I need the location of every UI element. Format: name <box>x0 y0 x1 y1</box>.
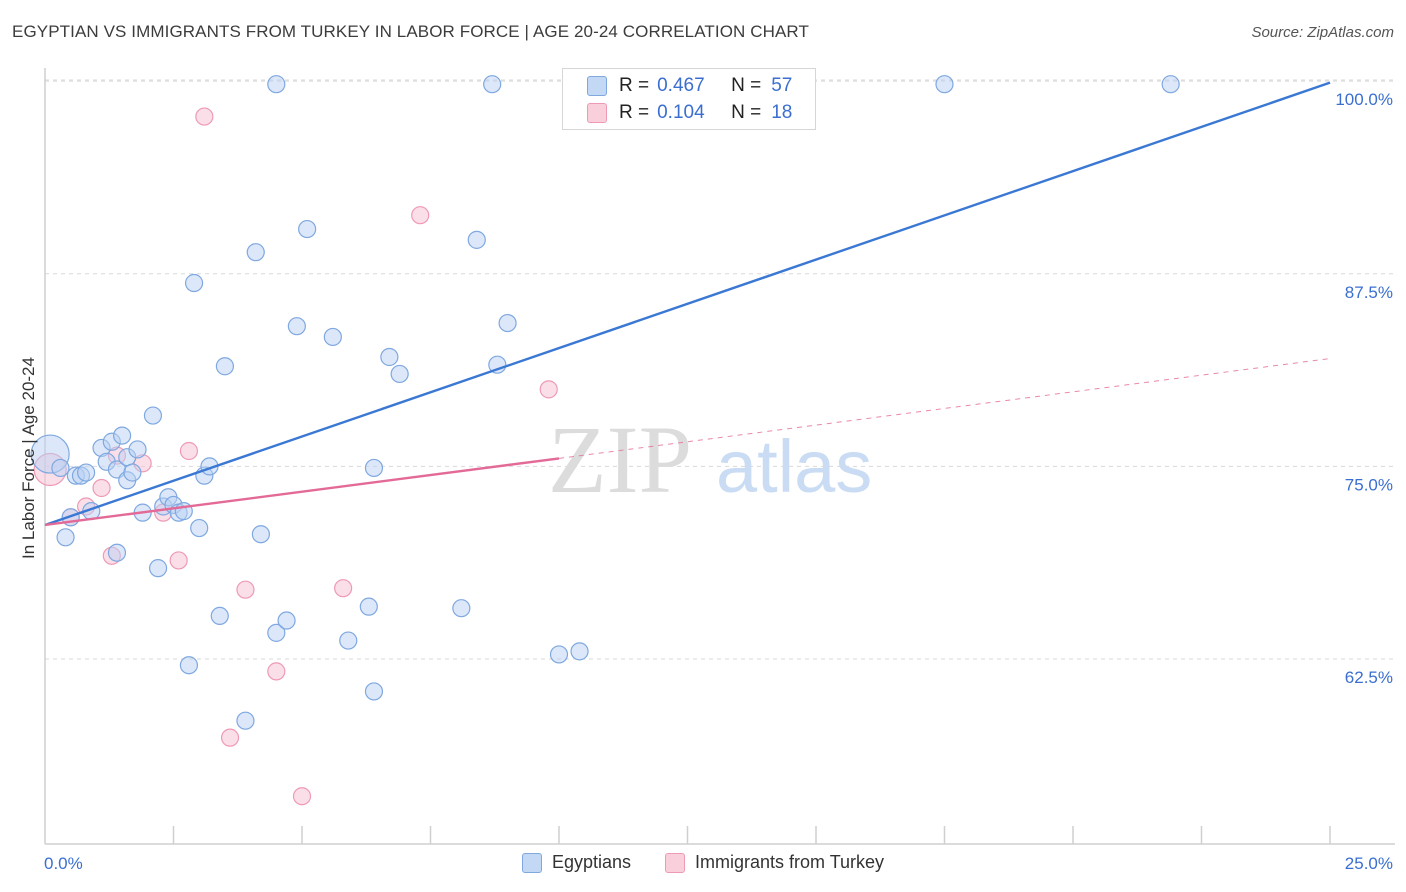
legend-label-turkey: Immigrants from Turkey <box>695 852 885 872</box>
r-label: R = <box>619 102 650 123</box>
turkey-point <box>292 787 312 806</box>
chart-title: EGYPTIAN VS IMMIGRANTS FROM TURKEY IN LA… <box>12 22 809 41</box>
egyptians-point <box>128 440 147 459</box>
tick-labels: 62.5% 75.0% 87.5% 100.0% 0.0% 25.0% <box>44 90 1393 873</box>
turkey-point <box>220 728 240 747</box>
legend-label-egyptians: Egyptians <box>551 852 631 872</box>
egyptians-point <box>123 463 142 482</box>
source-label: Source: ZipAtlas.com <box>1251 24 1394 41</box>
turkey-legend-swatch <box>665 852 685 873</box>
watermark-atlas: atlas <box>716 425 872 508</box>
turkey-point <box>195 107 214 126</box>
egyptians-point <box>323 327 342 347</box>
egyptians-point <box>359 597 378 616</box>
turkey-point <box>236 580 255 599</box>
egyptians-point <box>570 642 589 661</box>
egyptians-point <box>549 645 569 664</box>
x-tick-label-max: 25.0% <box>1345 854 1393 873</box>
egyptians-point <box>112 426 132 445</box>
trend-lines <box>44 81 1331 527</box>
egyptians-point <box>452 599 471 618</box>
y-axis-label: In Labor Force | Age 20-24 <box>19 357 38 559</box>
watermark-zip: ZIP <box>548 406 692 513</box>
egyptians-point <box>215 357 234 376</box>
egyptians-point <box>56 528 75 547</box>
turkey-point <box>92 478 111 498</box>
turkey-point <box>179 441 199 461</box>
turkey-swatch <box>587 103 607 123</box>
turkey-r-value: 0.104 <box>657 102 705 123</box>
stats-legend: R = 0.467 N = 57 R = 0.104 N = 18 <box>562 68 816 130</box>
egyptians-point <box>236 711 255 730</box>
y-tick-label: 100.0% <box>1335 90 1393 109</box>
n-label: N = <box>731 102 762 123</box>
egyptians-point <box>364 458 384 478</box>
turkey-n-value: 18 <box>771 102 793 123</box>
egyptians-point <box>390 364 409 384</box>
y-tick-label: 62.5% <box>1345 668 1393 687</box>
turkey-point <box>267 662 286 681</box>
egyptians-point <box>190 518 209 538</box>
egyptians-point <box>179 656 199 675</box>
egyptians-point <box>483 75 502 94</box>
egyptians-swatch <box>587 76 607 96</box>
axes <box>44 68 1395 845</box>
turkey-point <box>539 380 558 399</box>
egyptians-point <box>77 463 96 482</box>
egyptians-legend-swatch <box>521 852 542 873</box>
egyptians-n-value: 57 <box>771 75 793 96</box>
egyptians-point <box>246 243 265 262</box>
turkey-trend-line <box>44 457 560 527</box>
n-label: N = <box>731 75 762 96</box>
egyptians-point <box>148 559 168 578</box>
turkey-point <box>411 206 430 225</box>
egyptians-trend-line <box>44 81 1331 527</box>
turkey-point <box>169 551 188 570</box>
x-tick-label-min: 0.0% <box>44 854 83 873</box>
egyptians-point <box>1161 75 1180 94</box>
turkey-point <box>334 579 353 598</box>
gridlines <box>45 79 1395 660</box>
y-tick-label: 75.0% <box>1345 475 1393 494</box>
egyptians-point <box>287 317 306 336</box>
legend-item-turkey[interactable]: Immigrants from Turkey <box>665 852 884 873</box>
watermark: ZIP atlas <box>548 406 872 513</box>
egyptians-point <box>143 406 163 425</box>
stats-row-egyptians: R = 0.467 N = 57 <box>587 75 792 97</box>
egyptians-point <box>267 623 286 642</box>
egyptians-point <box>498 313 517 333</box>
y-tick-label: 87.5% <box>1345 283 1393 302</box>
egyptians-point <box>251 525 270 544</box>
egyptians-point <box>210 606 229 626</box>
stats-row-turkey: R = 0.104 N = 18 <box>587 102 792 124</box>
egyptians-point <box>467 230 486 249</box>
egyptians-point <box>267 75 286 94</box>
legend-item-egyptians[interactable]: Egyptians <box>521 852 631 873</box>
legend: Egyptians Immigrants from Turkey <box>0 852 1406 873</box>
egyptians-point <box>380 347 399 367</box>
egyptians-point <box>107 543 127 562</box>
egyptians-point <box>339 631 358 650</box>
egyptians-point <box>364 682 384 701</box>
egyptians-point <box>935 75 954 94</box>
series-egyptians-points <box>30 75 1180 730</box>
egyptians-point <box>277 611 296 630</box>
egyptians-point <box>51 458 70 478</box>
egyptians-point <box>298 219 317 239</box>
r-label: R = <box>619 75 650 96</box>
egyptians-point <box>184 273 204 293</box>
egyptians-r-value: 0.467 <box>657 75 705 96</box>
